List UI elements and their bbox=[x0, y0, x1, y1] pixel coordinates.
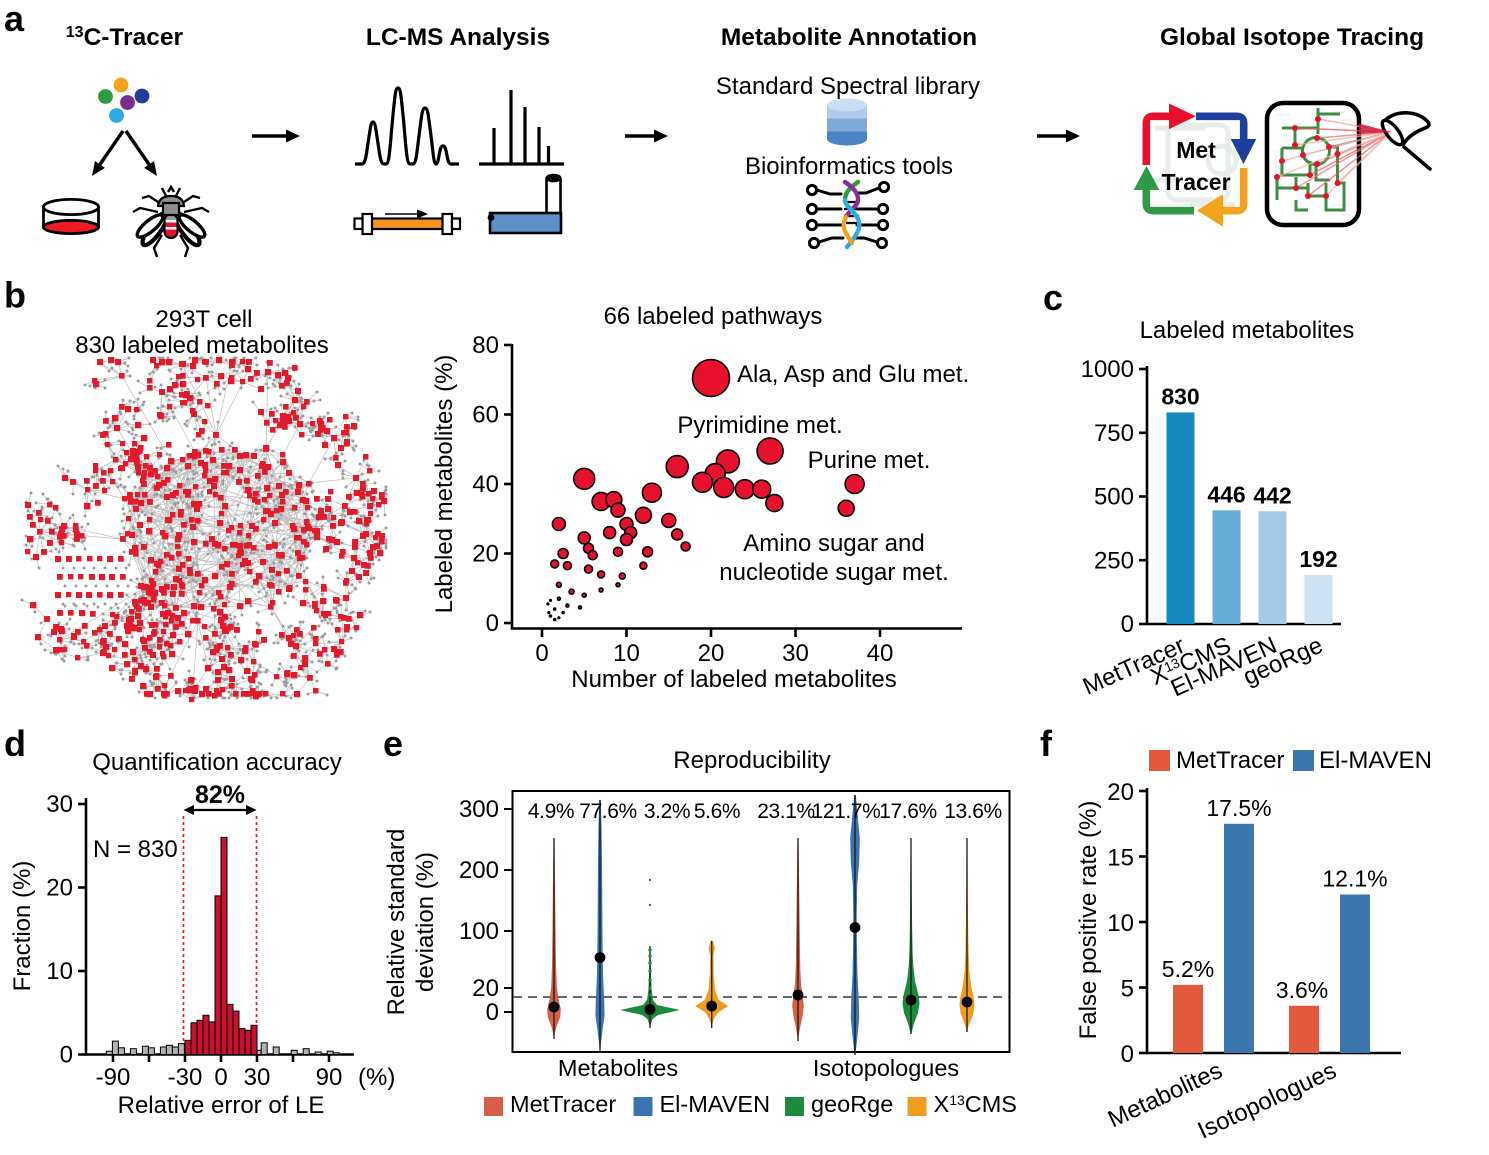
svg-text:Quantification accuracy: Quantification accuracy bbox=[92, 749, 341, 776]
svg-text:77.6%: 77.6% bbox=[579, 800, 637, 823]
svg-text:0: 0 bbox=[1121, 611, 1134, 638]
svg-text:Labeled metabolites (%): Labeled metabolites (%) bbox=[431, 355, 458, 614]
svg-text:c: c bbox=[1043, 277, 1063, 318]
svg-text:Met: Met bbox=[1176, 137, 1216, 163]
svg-text:Number of labeled metabolites: Number of labeled metabolites bbox=[571, 666, 897, 693]
svg-text:13.6%: 13.6% bbox=[944, 800, 1002, 823]
svg-text:a: a bbox=[4, 0, 25, 39]
svg-text:830 labeled metabolites: 830 labeled metabolites bbox=[75, 332, 329, 359]
svg-text:300: 300 bbox=[459, 796, 499, 823]
svg-text:90: 90 bbox=[316, 1064, 343, 1091]
svg-text:293T cell: 293T cell bbox=[156, 306, 253, 333]
svg-text:El-MAVEN: El-MAVEN bbox=[1319, 747, 1432, 774]
svg-text:20: 20 bbox=[472, 541, 499, 568]
svg-text:False positive rate (%): False positive rate (%) bbox=[1075, 801, 1102, 1040]
svg-text:12.1%: 12.1% bbox=[1322, 865, 1387, 891]
svg-text:0: 0 bbox=[486, 610, 499, 637]
svg-text:20: 20 bbox=[698, 640, 725, 667]
svg-text:-90: -90 bbox=[96, 1064, 131, 1091]
svg-text:82%: 82% bbox=[195, 781, 245, 809]
svg-text:(%): (%) bbox=[358, 1064, 395, 1091]
svg-text:d: d bbox=[4, 723, 26, 764]
svg-text:5.2%: 5.2% bbox=[1162, 956, 1214, 982]
svg-text:MetTracer: MetTracer bbox=[1176, 747, 1284, 774]
svg-text:Reproducibility: Reproducibility bbox=[673, 747, 830, 774]
svg-text:446: 446 bbox=[1207, 481, 1245, 507]
svg-text:b: b bbox=[4, 275, 26, 316]
svg-text:Standard Spectral library: Standard Spectral library bbox=[716, 73, 980, 100]
svg-text:-30: -30 bbox=[168, 1064, 203, 1091]
svg-text:250: 250 bbox=[1094, 547, 1134, 574]
svg-text:30: 30 bbox=[244, 1064, 271, 1091]
svg-text:0: 0 bbox=[486, 999, 499, 1026]
svg-text:40: 40 bbox=[867, 640, 894, 667]
svg-text:Global Isotope Tracing: Global Isotope Tracing bbox=[1160, 24, 1424, 51]
svg-text:Isotopologues: Isotopologues bbox=[813, 1055, 959, 1081]
svg-text:13C-Tracer: 13C-Tracer bbox=[66, 24, 184, 51]
svg-text:80: 80 bbox=[472, 332, 499, 359]
svg-text:30: 30 bbox=[46, 791, 73, 818]
svg-text:5.6%: 5.6% bbox=[694, 800, 740, 823]
svg-text:3.2%: 3.2% bbox=[644, 800, 690, 823]
svg-text:15: 15 bbox=[1107, 845, 1134, 872]
svg-text:0: 0 bbox=[535, 640, 548, 667]
svg-text:192: 192 bbox=[1299, 546, 1337, 572]
svg-text:10: 10 bbox=[1107, 910, 1134, 937]
svg-text:Fraction (%): Fraction (%) bbox=[9, 861, 36, 992]
svg-text:23.1%: 23.1% bbox=[757, 800, 815, 823]
svg-text:Metabolites: Metabolites bbox=[558, 1055, 678, 1081]
svg-text:Relative error of LE: Relative error of LE bbox=[118, 1092, 325, 1119]
svg-text:40: 40 bbox=[472, 471, 499, 498]
svg-text:X13CMS: X13CMS bbox=[934, 1091, 1018, 1117]
svg-text:nucleotide sugar met.: nucleotide sugar met. bbox=[719, 559, 948, 586]
svg-text:0: 0 bbox=[214, 1064, 227, 1091]
svg-text:442: 442 bbox=[1253, 482, 1291, 508]
svg-text:17.6%: 17.6% bbox=[879, 800, 937, 823]
svg-text:deviation (%): deviation (%) bbox=[412, 852, 439, 992]
svg-text:LC-MS Analysis: LC-MS Analysis bbox=[366, 24, 550, 51]
svg-text:66 labeled pathways: 66 labeled pathways bbox=[604, 303, 823, 330]
svg-text:1000: 1000 bbox=[1081, 356, 1134, 383]
svg-text:3.6%: 3.6% bbox=[1276, 977, 1328, 1003]
svg-text:Labeled metabolites: Labeled metabolites bbox=[1140, 317, 1355, 344]
svg-text:4.9%: 4.9% bbox=[528, 800, 574, 823]
svg-text:121.7%: 121.7% bbox=[812, 800, 881, 823]
svg-text:500: 500 bbox=[1094, 484, 1134, 511]
svg-text:750: 750 bbox=[1094, 420, 1134, 447]
svg-text:MetTracer: MetTracer bbox=[510, 1091, 616, 1117]
svg-text:Pyrimidine met.: Pyrimidine met. bbox=[677, 412, 842, 439]
svg-text:Bioinformatics tools: Bioinformatics tools bbox=[745, 153, 953, 180]
svg-text:N = 830: N = 830 bbox=[93, 836, 178, 863]
svg-text:Metabolite Annotation: Metabolite Annotation bbox=[721, 24, 977, 51]
svg-text:Tracer: Tracer bbox=[1161, 169, 1230, 195]
svg-text:Ala, Asp and Glu met.: Ala, Asp and Glu met. bbox=[737, 361, 969, 388]
svg-text:5: 5 bbox=[1121, 976, 1134, 1003]
svg-text:Amino sugar and: Amino sugar and bbox=[743, 530, 924, 557]
svg-text:0: 0 bbox=[60, 1042, 73, 1069]
svg-text:e: e bbox=[383, 723, 403, 764]
svg-text:El-MAVEN: El-MAVEN bbox=[660, 1091, 771, 1117]
svg-text:60: 60 bbox=[472, 402, 499, 429]
svg-text:30: 30 bbox=[782, 640, 809, 667]
svg-text:200: 200 bbox=[459, 857, 499, 884]
svg-text:20: 20 bbox=[472, 975, 499, 1002]
svg-text:f: f bbox=[1040, 723, 1053, 764]
svg-text:17.5%: 17.5% bbox=[1206, 795, 1271, 821]
svg-text:Purine met.: Purine met. bbox=[808, 447, 931, 474]
svg-text:10: 10 bbox=[613, 640, 640, 667]
svg-text:Relative standard: Relative standard bbox=[383, 829, 410, 1016]
svg-text:830: 830 bbox=[1161, 383, 1199, 409]
svg-text:geoRge: geoRge bbox=[811, 1091, 893, 1117]
svg-text:10: 10 bbox=[46, 958, 73, 985]
svg-text:100: 100 bbox=[459, 918, 499, 945]
svg-text:0: 0 bbox=[1121, 1041, 1134, 1068]
svg-text:20: 20 bbox=[1107, 779, 1134, 806]
svg-text:20: 20 bbox=[46, 875, 73, 902]
